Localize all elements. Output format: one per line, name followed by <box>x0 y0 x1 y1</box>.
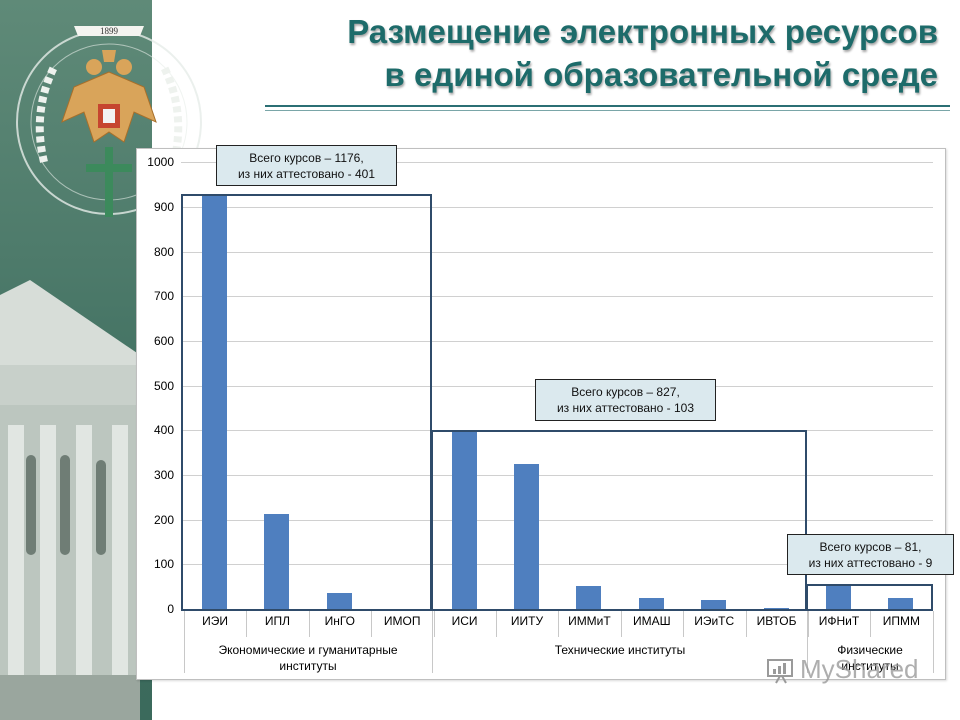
svg-text:1899: 1899 <box>100 26 119 36</box>
callout-line: Всего курсов – 827, <box>571 385 680 399</box>
callout-line: Всего курсов – 1176, <box>249 151 364 165</box>
y-tick-label: 700 <box>153 289 174 303</box>
category-separator <box>309 611 310 637</box>
bar <box>576 585 602 609</box>
gridline-600 <box>181 341 933 342</box>
category-separator <box>808 611 809 637</box>
gridline-200 <box>181 520 933 521</box>
gridline-1000 <box>181 162 933 163</box>
x-axis-label: ИПЛ <box>264 614 290 628</box>
x-axis-label: ИнГО <box>324 614 355 628</box>
group-label-line: Технические институты <box>554 643 686 657</box>
group-box-economic <box>181 194 432 611</box>
category-separator <box>496 611 497 637</box>
callout-technical-total: Всего курсов – 827, из них аттестовано -… <box>535 379 716 421</box>
group-label-line: институты <box>841 659 899 673</box>
bar <box>514 463 539 609</box>
bar <box>638 597 664 609</box>
category-separator <box>371 611 372 637</box>
gridline-900 <box>181 207 933 208</box>
category-separator <box>621 611 622 637</box>
presentation-icon <box>767 659 793 684</box>
bar <box>888 598 914 609</box>
category-separator <box>683 611 684 637</box>
x-axis-label: ИЭИ <box>202 614 228 628</box>
callout-line: из них аттестовано - 401 <box>237 167 376 181</box>
bar <box>826 583 851 609</box>
side-panel-white-corner <box>152 0 262 150</box>
callout-physical-total: Всего курсов – 81, из них аттестовано - … <box>787 534 954 575</box>
y-tick-label: 300 <box>153 468 174 482</box>
category-separator <box>870 611 871 637</box>
watermark-text: MyShared <box>800 654 919 684</box>
x-axis-label: ИСИ <box>451 614 478 628</box>
x-axis-label: ИЭиТС <box>694 614 735 628</box>
category-separator <box>434 611 435 637</box>
y-tick-label: 0 <box>167 602 174 616</box>
group-separator <box>184 611 185 673</box>
y-tick-label: 100 <box>153 557 174 571</box>
callout-economic-total: Всего курсов – 1176, из них аттестовано … <box>216 145 397 186</box>
group-label-technical: Технические институты <box>434 642 806 658</box>
group-label-line: Экономические и гуманитарные <box>218 643 398 657</box>
category-separator <box>746 611 747 637</box>
group-label-line: Физические <box>837 643 903 657</box>
group-separator <box>933 611 934 673</box>
gridline-300 <box>181 475 933 476</box>
y-tick-label: 600 <box>153 334 174 348</box>
x-axis-label: ИМОП <box>383 614 421 628</box>
x-axis-label: ИММиТ <box>568 614 611 628</box>
x-axis-label: ИМАШ <box>632 614 671 628</box>
group-box-technical <box>431 430 807 611</box>
callout-line: Всего курсов – 81, <box>819 540 922 554</box>
callout-line: из них аттестовано - 9 <box>808 556 933 570</box>
slide-title-line-2: в единой образовательной среде <box>384 56 938 93</box>
x-axis-label: ИПММ <box>882 614 921 628</box>
group-separator <box>807 611 808 673</box>
building-facade-image <box>0 280 140 720</box>
callout-line: из них аттестовано - 103 <box>556 401 695 415</box>
x-axis-label: ИВТОБ <box>756 614 797 628</box>
bar <box>202 194 227 609</box>
y-tick-label: 500 <box>153 379 174 393</box>
category-separator <box>246 611 247 637</box>
gridline-800 <box>181 252 933 253</box>
slide-title-line-1: Размещение электронных ресурсов <box>347 13 938 50</box>
y-tick-label: 400 <box>153 423 174 437</box>
group-label-line: институты <box>279 659 337 673</box>
gridline-100 <box>181 564 933 565</box>
x-axis-label: ИФНиТ <box>818 614 860 628</box>
group-label-physical: Физические институты <box>808 642 932 674</box>
gridline-700 <box>181 296 933 297</box>
bar <box>326 593 352 609</box>
bar <box>264 513 290 609</box>
group-label-economic: Экономические и гуманитарные институты <box>186 642 430 674</box>
bar <box>763 608 789 610</box>
group-box-physical <box>806 584 933 611</box>
x-axis-label: ИИТУ <box>510 614 544 628</box>
bar <box>701 600 727 609</box>
y-tick-label: 800 <box>153 245 174 259</box>
y-tick-label: 1000 <box>147 155 174 169</box>
title-divider <box>265 105 950 111</box>
y-tick-label: 200 <box>153 513 174 527</box>
category-separator <box>558 611 559 637</box>
y-tick-label: 900 <box>153 200 174 214</box>
bar <box>451 430 477 609</box>
group-separator <box>432 611 433 673</box>
slide-title: Размещение электронных ресурсов в единой… <box>347 10 938 96</box>
